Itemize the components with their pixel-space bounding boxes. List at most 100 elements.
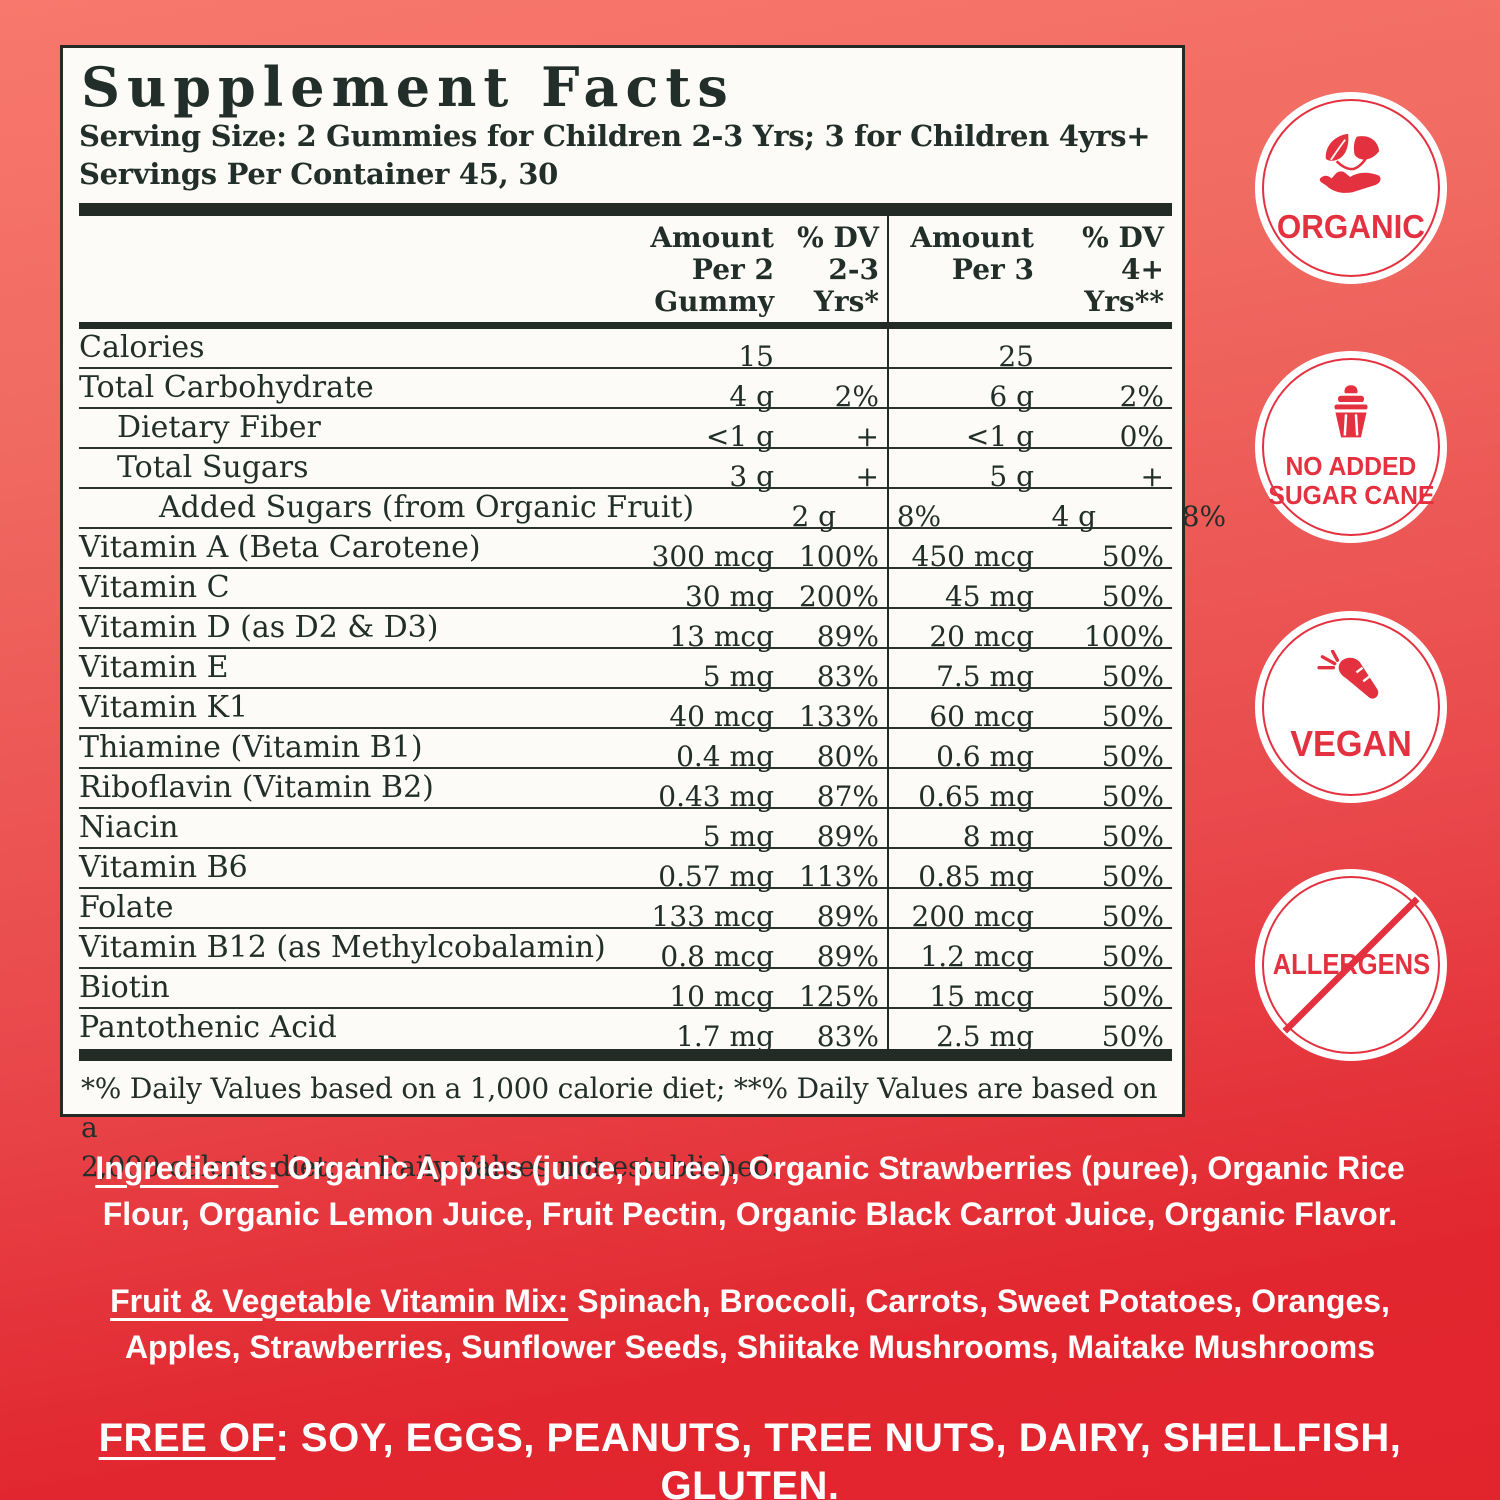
nutrient-name: Biotin xyxy=(79,970,170,1006)
amount-per-2-value: 0.8 mcg xyxy=(660,940,774,974)
header-dv-2-3yrs: % DV 2-3 Yrs* xyxy=(797,220,879,319)
header-spacer xyxy=(79,222,632,319)
dv-4yrs-value: 50% xyxy=(1101,900,1164,934)
amount-per-2-value: 0.4 mg xyxy=(676,740,774,774)
vitamin-mix-label: Fruit & Vegetable Vitamin Mix: xyxy=(110,1283,569,1319)
table-row: Riboflavin (Vitamin B2) 0.43 mg 87% 0.65… xyxy=(79,769,1172,813)
table-row: Vitamin C 30 mg 200% 45 mg 50% xyxy=(79,569,1172,613)
dv-2-3yrs-value: 200% xyxy=(798,580,879,614)
dv-4yrs-value: 100% xyxy=(1083,620,1164,654)
dv-4yrs-value: 0% xyxy=(1119,420,1164,454)
table-row: Total Carbohydrate 4 g 2% 6 g 2% xyxy=(79,369,1172,413)
amount-per-3-value: 6 g xyxy=(989,380,1034,414)
amount-per-2-value: 15 xyxy=(738,340,774,374)
panel-title: Supplement Facts xyxy=(81,55,735,119)
dv-2-3yrs-value: 89% xyxy=(816,620,879,654)
amount-per-2-value: 0.43 mg xyxy=(658,780,774,814)
dv-2-3yrs-value: 83% xyxy=(816,660,879,694)
ingredients-label: Ingredients: xyxy=(95,1150,279,1186)
amount-per-3-value: 0.85 mg xyxy=(918,860,1034,894)
amount-per-3-value: 15 mcg xyxy=(929,980,1034,1014)
dv-4yrs-value: 50% xyxy=(1101,940,1164,974)
nutrient-name: Vitamin D (as D2 & D3) xyxy=(79,610,439,646)
dv-2-3yrs-value: 80% xyxy=(816,740,879,774)
dv-4yrs-value: 50% xyxy=(1101,740,1164,774)
amount-per-3-value: 60 mcg xyxy=(929,700,1034,734)
nutrient-name: Total Sugars xyxy=(117,450,309,486)
badge-sugar-label-line2: SUGAR CANE xyxy=(1267,480,1435,510)
table-row: Vitamin E 5 mg 83% 7.5 mg 50% xyxy=(79,649,1172,693)
table-row: Pantothenic Acid 1.7 mg 83% 2.5 mg 50% xyxy=(79,1009,1172,1053)
amount-per-2-value: 300 mcg xyxy=(651,540,775,574)
facts-table: Amount Per 2 Gummy % DV 2-3 Yrs* Amount … xyxy=(79,215,1226,1053)
servings-per-container-text: Servings Per Container 45, 30 xyxy=(79,157,559,191)
dv-2-3yrs-value: 113% xyxy=(798,860,879,894)
amount-per-2-value: 3 g xyxy=(729,460,774,494)
dv-4yrs-value: 2% xyxy=(1119,380,1164,414)
dv-4yrs-value: 8% xyxy=(1181,500,1227,534)
amount-per-2-value: 30 mg xyxy=(684,580,774,614)
dv-4yrs-value: 50% xyxy=(1101,540,1164,574)
dv-4yrs-value: 50% xyxy=(1101,980,1164,1014)
dv-2-3yrs-value: 83% xyxy=(816,1020,879,1054)
nutrient-name: Vitamin A (Beta Carotene) xyxy=(79,530,481,566)
dv-4yrs-value: 50% xyxy=(1101,780,1164,814)
dv-2-3yrs-value: + xyxy=(855,460,879,494)
vitamin-mix-text: Spinach, Broccoli, Carrots, Sweet Potato… xyxy=(124,1283,1390,1366)
serving-size-text: Serving Size: 2 Gummies for Children 2-3… xyxy=(79,119,1151,154)
badge-allergens-free: ALLERGENS xyxy=(1255,869,1447,1061)
dv-2-3yrs-value: 8% xyxy=(896,500,942,534)
table-row: Vitamin B12 (as Methylcobalamin) 0.8 mcg… xyxy=(79,929,1172,973)
dv-4yrs-value: 50% xyxy=(1101,660,1164,694)
ingredients-paragraph: Ingredients: Organic Apples (juice, puree… xyxy=(55,1145,1445,1238)
table-row: Biotin 10 mcg 125% 15 mcg 50% xyxy=(79,969,1172,1013)
amount-per-3-value: 20 mcg xyxy=(929,620,1034,654)
table-row: Niacin 5 mg 89% 8 mg 50% xyxy=(79,809,1172,853)
cupcake-icon xyxy=(1334,385,1368,438)
dv-4yrs-value: 50% xyxy=(1101,700,1164,734)
table-header-row: Amount Per 2 Gummy % DV 2-3 Yrs* Amount … xyxy=(79,216,1172,330)
nutrient-name: Folate xyxy=(79,890,174,926)
amount-per-2-value: 10 mcg xyxy=(669,980,774,1014)
dv-2-3yrs-value: + xyxy=(855,420,879,454)
amount-per-2-value: 4 g xyxy=(729,380,774,414)
amount-per-3-value: 45 mg xyxy=(944,580,1034,614)
free-of-label: FREE OF xyxy=(98,1416,276,1460)
amount-per-3-value: 0.6 mg xyxy=(936,740,1034,774)
thick-divider-bottom xyxy=(79,1049,1172,1062)
amount-per-3-value: 1.2 mcg xyxy=(920,940,1034,974)
table-row: Vitamin D (as D2 & D3) 13 mcg 89% 20 mcg… xyxy=(79,609,1172,653)
badge-allergens-label: ALLERGENS xyxy=(1272,948,1430,981)
nutrient-name: Vitamin K1 xyxy=(79,690,249,726)
badge-organic-label: ORGANIC xyxy=(1276,207,1426,245)
amount-per-2-value: 40 mcg xyxy=(669,700,774,734)
badge-organic: ORGANIC xyxy=(1255,92,1447,284)
amount-per-2-value: 133 mcg xyxy=(651,900,775,934)
vitamin-mix-paragraph: Fruit & Vegetable Vitamin Mix: Spinach, B… xyxy=(55,1278,1445,1371)
amount-per-3-value: 0.65 mg xyxy=(918,780,1034,814)
carrot-icon xyxy=(1317,649,1379,699)
table-row: Vitamin B6 0.57 mg 113% 0.85 mg 50% xyxy=(79,849,1172,893)
nutrient-name: Niacin xyxy=(79,810,179,846)
dv-4yrs-value: 50% xyxy=(1101,580,1164,614)
daily-values-footnote: *% Daily Values based on a 1,000 calorie… xyxy=(81,1072,1158,1183)
nutrient-name: Thiamine (Vitamin B1) xyxy=(79,730,423,766)
dv-2-3yrs-value: 89% xyxy=(816,900,879,934)
hand-holding-leaves-icon xyxy=(1319,133,1381,193)
amount-per-3-value: <1 g xyxy=(965,420,1034,454)
table-row: Calories 15 25 xyxy=(79,329,1172,373)
nutrient-name: Riboflavin (Vitamin B2) xyxy=(79,770,434,806)
amount-per-3-value: 450 mcg xyxy=(911,540,1035,574)
nutrient-name: Added Sugars (from Organic Fruit) xyxy=(159,490,695,526)
thick-divider-top xyxy=(79,202,1172,216)
table-row: Folate 133 mcg 89% 200 mcg 50% xyxy=(79,889,1172,933)
dv-2-3yrs-value: 100% xyxy=(798,540,879,574)
table-row: Total Sugars 3 g + 5 g + xyxy=(79,449,1172,493)
dv-2-3yrs-value: 133% xyxy=(798,700,879,734)
header-dv-4yrs: % DV 4+ Yrs** xyxy=(1082,220,1164,319)
amount-per-3-value: 4 g xyxy=(1051,500,1097,534)
supplement-facts-panel: Supplement Facts Serving Size: 2 Gummies… xyxy=(60,45,1226,1183)
dv-4yrs-value: + xyxy=(1140,460,1164,494)
table-row: Vitamin K1 40 mcg 133% 60 mcg 50% xyxy=(79,689,1172,733)
